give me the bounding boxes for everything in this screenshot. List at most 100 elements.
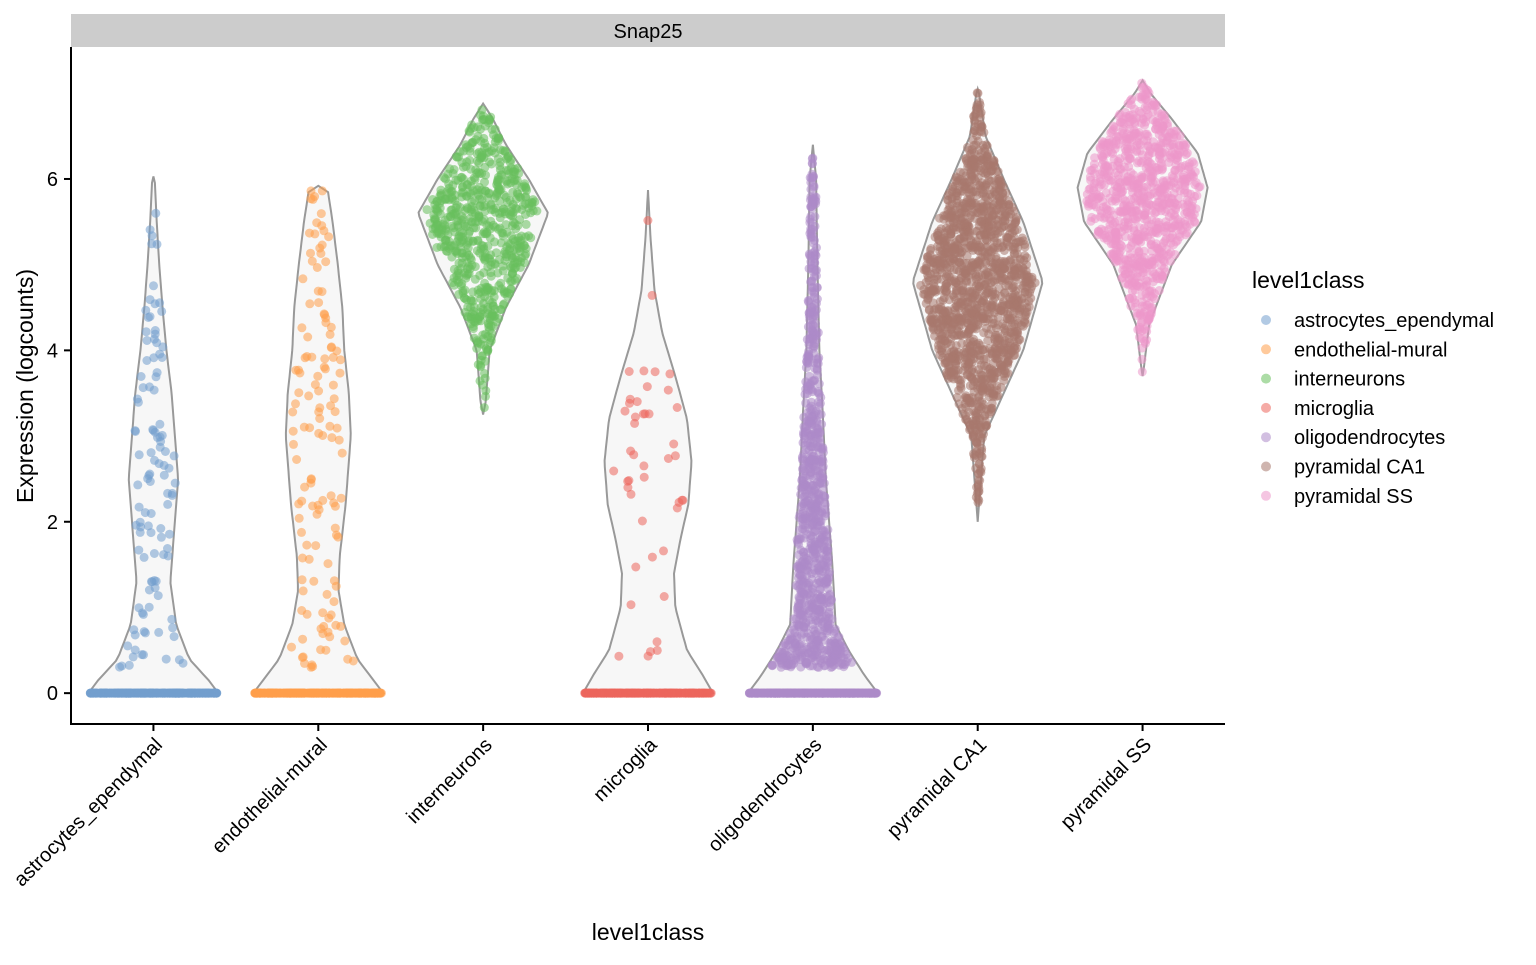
data-point [318,495,328,505]
data-point [932,271,941,281]
data-point [432,197,442,207]
data-point [981,259,991,269]
data-point [642,382,652,392]
data-point [790,638,800,648]
data-point [814,379,824,389]
data-point [458,228,468,238]
data-point [331,688,341,698]
data-point [298,586,308,596]
data-point [305,299,315,309]
data-point [124,660,134,670]
data-point [979,354,989,364]
data-point [466,314,476,324]
data-point [980,235,990,245]
data-point [328,352,338,362]
data-point [795,525,804,535]
data-point [996,382,1006,392]
data-point [504,169,514,179]
data-point [650,367,660,377]
data-point [354,688,364,698]
data-point [327,433,337,443]
data-point [478,229,488,239]
data-point [813,397,823,407]
data-point [971,492,981,502]
data-point [131,520,141,530]
data-point [795,609,805,619]
data-point [310,229,320,239]
data-point [123,641,133,651]
data-point [288,407,298,417]
data-point [313,371,323,381]
data-point [465,127,475,137]
data-point [441,174,450,184]
data-point [490,259,500,269]
data-point [796,489,806,499]
data-point [454,152,464,162]
data-point [330,523,340,533]
data-point [143,313,153,322]
data-point [795,594,805,604]
data-point [1014,306,1024,316]
data-point [1025,288,1035,298]
data-point [966,210,976,220]
data-point [793,563,803,573]
data-point [139,552,149,562]
data-point [495,157,505,167]
data-point [489,143,499,153]
data-point [511,194,521,204]
data-point [306,194,316,204]
data-point [477,105,487,115]
data-point [805,214,815,224]
data-point [294,388,304,398]
data-point [809,546,819,555]
data-point [300,353,310,363]
data-point [142,336,152,345]
data-point [512,258,522,268]
data-point [130,630,140,640]
data-point [634,688,644,698]
data-point [934,344,944,354]
data-point [485,325,494,335]
data-point [302,540,312,550]
data-point [521,219,531,229]
data-point [808,650,818,660]
data-point [297,606,307,615]
data-point [620,406,630,416]
data-point [334,435,344,445]
data-point [485,338,495,348]
data-point [1000,216,1010,226]
data-point [329,394,339,404]
data-point [625,398,634,408]
data-point [145,469,155,479]
data-point [444,188,454,198]
data-point [484,188,494,198]
data-point [307,660,317,670]
data-point [95,688,105,698]
data-point [444,244,454,254]
data-point [804,600,814,609]
data-point [307,352,317,362]
data-point [837,658,847,668]
data-point [313,286,323,296]
data-point [154,627,164,637]
data-point [1021,266,1031,276]
data-point [805,507,815,517]
data-point [997,195,1007,205]
data-point [332,423,342,433]
data-point [815,584,825,594]
data-point [776,662,786,672]
data-point [136,372,146,381]
data-point [309,576,319,586]
data-point [1003,196,1013,206]
data-point [812,294,822,304]
data-point [132,394,142,404]
data-point [469,306,479,316]
data-point [474,212,484,222]
data-point [304,391,314,401]
data-point [976,368,986,378]
data-point [125,688,134,698]
data-point [453,175,463,185]
data-point [466,164,476,174]
data-point [806,538,816,548]
data-point [480,278,490,288]
